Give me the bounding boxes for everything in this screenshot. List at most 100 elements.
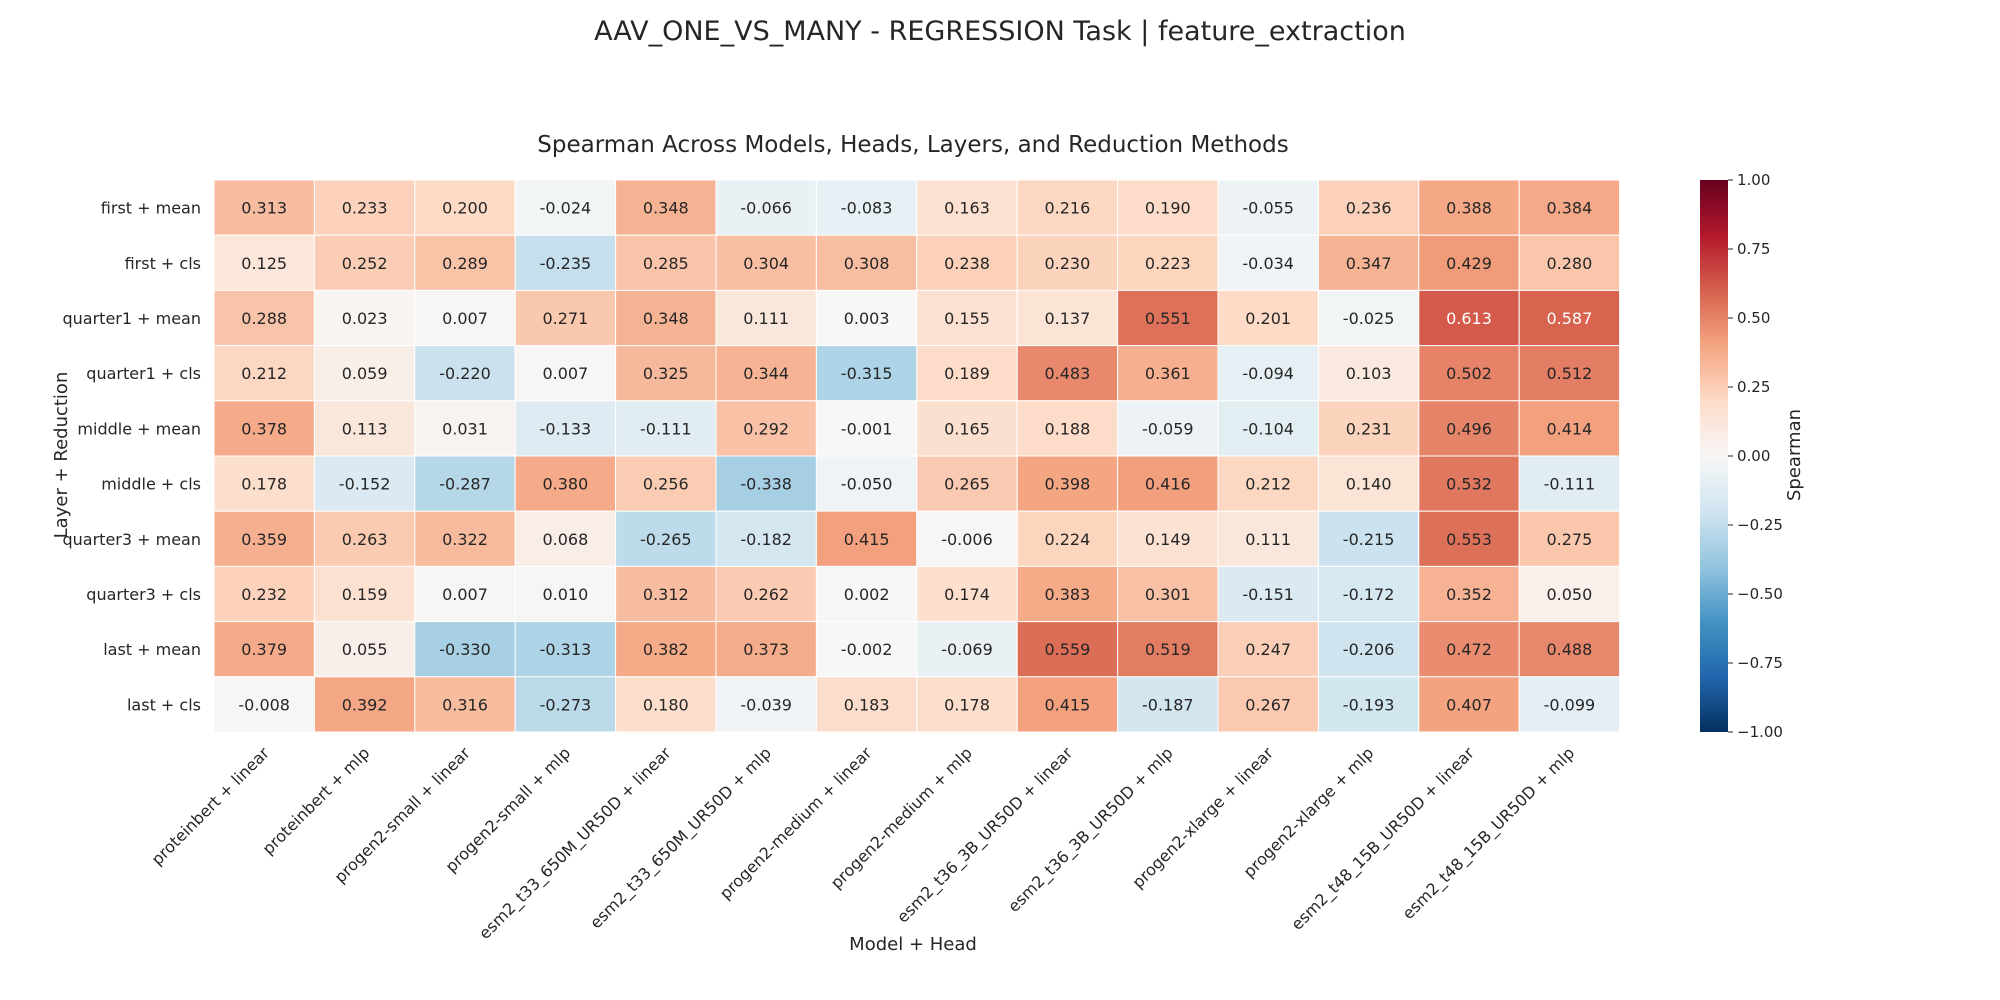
cell-value-label: 0.379 <box>241 640 287 659</box>
cell-value-label: 0.007 <box>442 585 488 604</box>
cell-value-label: 0.223 <box>1145 254 1191 273</box>
cell-value-label: -0.083 <box>841 199 893 218</box>
heatmap-cell <box>615 455 717 512</box>
colorbar-tick-label: 0.50 <box>1737 309 1770 327</box>
cell-value-label: -0.273 <box>540 695 592 714</box>
cell-value-label: 0.344 <box>743 364 789 383</box>
cell-value-label: 0.587 <box>1546 309 1592 328</box>
cell-value-label: -0.039 <box>740 695 792 714</box>
cell-value-label: 0.252 <box>342 254 388 273</box>
heatmap-cell <box>815 621 918 678</box>
heatmap-cell <box>1317 676 1420 733</box>
heatmap-cell <box>715 676 817 733</box>
heatmap-cell <box>1317 510 1420 567</box>
cell-value-label: 0.267 <box>1245 695 1291 714</box>
cell-value-label: 0.289 <box>442 254 488 273</box>
cell-value-label: 0.159 <box>342 585 388 604</box>
cell-value-label: 0.174 <box>944 585 990 604</box>
heatmap-cell <box>213 289 315 347</box>
heatmap-cell <box>213 510 315 567</box>
cell-value-label: 0.247 <box>1245 640 1291 659</box>
cell-value-label: 0.361 <box>1145 364 1191 383</box>
cell-value-label: 0.313 <box>241 199 287 218</box>
cell-value-label: 0.512 <box>1546 364 1592 383</box>
cell-value-label: 0.472 <box>1446 640 1492 659</box>
cell-value-label: 0.178 <box>944 695 990 714</box>
heatmap-cell <box>815 455 918 512</box>
heatmap-cell <box>615 345 717 402</box>
cell-value-label: 0.059 <box>342 364 388 383</box>
cell-value-label: 0.149 <box>1145 530 1191 549</box>
cell-value-label: 0.263 <box>342 530 388 549</box>
heatmap-cell <box>414 510 516 567</box>
cell-value-label: 0.348 <box>643 199 689 218</box>
cell-value-label: -0.066 <box>740 199 792 218</box>
heatmap-cell <box>815 345 918 402</box>
heatmap-cell <box>916 455 1018 512</box>
x-tick-label: proteinbert + linear <box>147 743 273 869</box>
heatmap-cell <box>1317 179 1420 236</box>
heatmap-cell <box>414 400 516 457</box>
heatmap-cell <box>916 676 1018 733</box>
cell-value-label: -0.215 <box>1343 530 1395 549</box>
cell-value-label: -0.111 <box>640 419 692 438</box>
heatmap-cell <box>414 234 516 291</box>
cell-value-label: -0.055 <box>1242 199 1294 218</box>
colorbar-gradient <box>1700 180 1728 732</box>
cell-value-label: -0.265 <box>640 530 692 549</box>
cell-value-label: 0.256 <box>643 475 689 494</box>
heatmap-cell <box>815 234 918 291</box>
cell-value-label: 0.532 <box>1446 475 1492 494</box>
figure-suptitle: AAV_ONE_VS_MANY - REGRESSION Task | feat… <box>594 16 1406 47</box>
heatmap-cell <box>1317 621 1420 678</box>
heatmap-cell <box>1317 289 1420 347</box>
heatmap-cell <box>1518 455 1621 512</box>
heatmap-cell <box>1117 400 1219 457</box>
cell-value-label: 0.232 <box>241 585 287 604</box>
cell-value-label: -0.133 <box>540 419 592 438</box>
heatmap-cell <box>715 455 817 512</box>
heatmap-cell <box>514 565 617 623</box>
cell-value-label: -0.187 <box>1142 695 1194 714</box>
heatmap-cells: 0.313 0.233 0.200 -0.024 0.348 -0.066 -0.083 0.… <box>213 179 1621 733</box>
heatmap-cell <box>1518 345 1621 402</box>
cell-value-label: 0.415 <box>844 530 890 549</box>
cell-value-label: 0.308 <box>844 254 890 273</box>
cell-value-label: 0.113 <box>342 419 388 438</box>
heatmap-cell <box>1217 289 1319 347</box>
heatmap-cell <box>1418 510 1520 567</box>
cell-value-label: 0.201 <box>1245 309 1291 328</box>
cell-value-label: 0.359 <box>241 530 287 549</box>
cell-value-label: 0.265 <box>944 475 990 494</box>
cell-value-label: 0.613 <box>1446 309 1492 328</box>
cell-value-label: -0.235 <box>540 254 592 273</box>
heatmap-cell <box>1317 565 1420 623</box>
cell-value-label: 0.212 <box>1245 475 1291 494</box>
heatmap-cell <box>1016 676 1119 733</box>
cell-value-label: 0.483 <box>1044 364 1090 383</box>
cell-value-label: 0.429 <box>1446 254 1492 273</box>
heatmap-cell <box>1518 179 1621 236</box>
heatmap-cell <box>1217 234 1319 291</box>
heatmap-cell <box>1117 510 1219 567</box>
y-tick-label: middle + mean <box>77 419 201 438</box>
cell-value-label: 0.348 <box>643 309 689 328</box>
cell-value-label: -0.111 <box>1544 475 1596 494</box>
heatmap-cell <box>1217 345 1319 402</box>
cell-value-label: 0.551 <box>1145 309 1191 328</box>
cell-value-label: 0.230 <box>1044 254 1090 273</box>
cell-value-label: 0.383 <box>1044 585 1090 604</box>
y-tick-label: quarter1 + mean <box>62 309 201 328</box>
x-tick-label: esm2_t48_15B_UR50D + linear <box>1287 743 1478 934</box>
heatmap-cell <box>916 400 1018 457</box>
heatmap-cell <box>615 510 717 567</box>
colorbar-tick-label: 0.25 <box>1737 378 1770 396</box>
cell-value-label: -0.050 <box>841 475 893 494</box>
cell-value-label: 0.231 <box>1346 419 1392 438</box>
cell-value-label: 0.392 <box>342 695 388 714</box>
heatmap-cell <box>715 234 817 291</box>
cell-value-label: 0.384 <box>1546 199 1592 218</box>
heatmap-cell <box>1317 455 1420 512</box>
x-tick-label: esm2_t48_15B_UR50D + mlp <box>1398 743 1578 923</box>
